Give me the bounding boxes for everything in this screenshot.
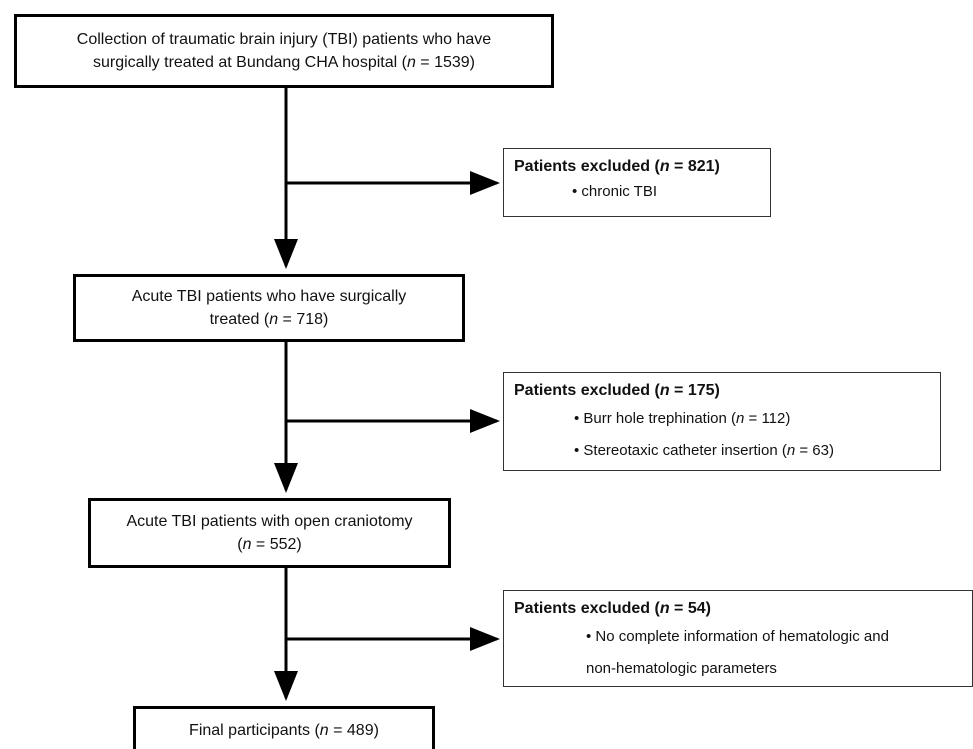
text: Patients excluded ( <box>514 600 660 617</box>
text: n <box>269 311 279 328</box>
exclusion-box: Patients excluded (n = 54) • No complete… <box>503 590 973 687</box>
text: n <box>319 722 329 739</box>
text: • chronic TBI <box>572 183 658 200</box>
step-box: Collection of traumatic brain injury (TB… <box>14 14 554 88</box>
text: = 112) <box>744 410 791 427</box>
text: = 489) <box>328 722 379 739</box>
text: Patients excluded ( <box>514 158 660 175</box>
line: Acute TBI patients who have surgically <box>132 285 407 308</box>
line: Acute TBI patients with open craniotomy <box>126 510 412 533</box>
text: n <box>659 382 670 399</box>
step-box: Final participants (n = 489) <box>133 706 435 749</box>
item: • Burr hole trephination (n = 112) <box>514 403 930 435</box>
line: Collection of traumatic brain injury (TB… <box>77 28 491 51</box>
text: n <box>786 442 796 459</box>
title: Patients excluded (n = 54) <box>514 597 962 621</box>
text: n <box>659 600 670 617</box>
text: = 552) <box>251 536 302 553</box>
line: (n = 552) <box>237 533 302 556</box>
title: Patients excluded (n = 821) <box>514 155 760 179</box>
text: n <box>242 536 252 553</box>
text: Acute TBI patients who have surgically <box>131 288 407 305</box>
item: • No complete information of hematologic… <box>514 621 962 653</box>
line: Final participants (n = 489) <box>189 719 379 742</box>
exclusion-box: Patients excluded (n = 821) • chronic TB… <box>503 148 771 217</box>
title: Patients excluded (n = 175) <box>514 379 930 403</box>
text: treated ( <box>209 311 270 328</box>
text: = 718) <box>278 311 329 328</box>
line: treated (n = 718) <box>210 308 329 331</box>
text: = 821) <box>669 158 720 175</box>
step-box: Acute TBI patients with open craniotomy … <box>88 498 451 568</box>
text: • Burr hole trephination ( <box>574 410 737 427</box>
text: surgically treated at Bundang CHA hospit… <box>92 54 407 71</box>
step-box: Acute TBI patients who have surgically t… <box>73 274 465 342</box>
exclusion-box: Patients excluded (n = 175) • Burr hole … <box>503 372 941 471</box>
text: • Stereotaxic catheter insertion ( <box>574 442 787 459</box>
line: surgically treated at Bundang CHA hospit… <box>93 51 475 74</box>
item: non-hematologic parameters <box>514 653 962 685</box>
text: Acute TBI patients with open craniotomy <box>126 513 413 530</box>
text: Collection of traumatic brain injury (TB… <box>76 31 492 48</box>
text: n <box>659 158 670 175</box>
text: n <box>736 410 745 427</box>
text: = 54) <box>669 600 711 617</box>
text: ( <box>237 536 243 553</box>
text: Patients excluded ( <box>514 382 660 399</box>
item: • chronic TBI <box>514 179 760 205</box>
text: n <box>406 54 416 71</box>
item: • Stereotaxic catheter insertion (n = 63… <box>514 435 930 467</box>
text: = 175) <box>669 382 720 399</box>
text: non-hematologic parameters <box>586 660 777 677</box>
text: = 1539) <box>415 54 475 71</box>
text: • No complete information of hematologic… <box>586 628 889 645</box>
text: = 63) <box>795 442 834 459</box>
text: Final participants ( <box>189 722 320 739</box>
